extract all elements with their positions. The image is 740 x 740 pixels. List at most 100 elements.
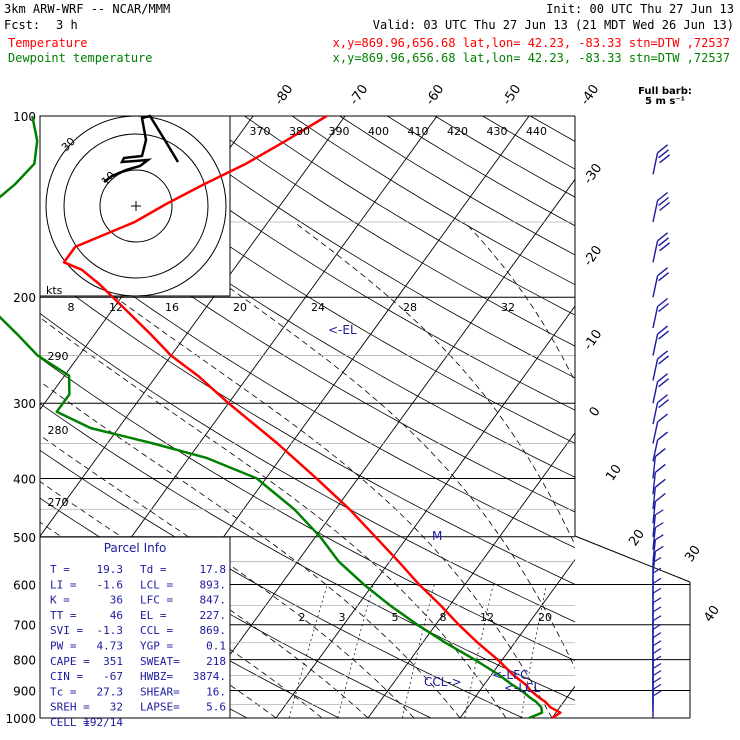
wind-barb-staff [652, 402, 659, 425]
hodo-speed-label: 12 [109, 301, 123, 314]
wind-barb-flag [652, 615, 662, 622]
parcel-value: 869. [200, 624, 227, 637]
parcel-value: 27.3 [97, 685, 124, 698]
parcel-value: 227. [200, 609, 227, 622]
parcel-value: 192/14 [83, 716, 123, 729]
wind-barb-flag [658, 149, 670, 159]
wind-barb-flag [652, 587, 662, 594]
hodograph-ring [63, 133, 209, 279]
wind-barb-flag [652, 670, 662, 677]
wind-barb-flag [657, 297, 669, 308]
isotherm-label: -40 [578, 82, 602, 108]
dry-adiabat-label: 280 [48, 424, 69, 437]
wind-barb-flag [658, 196, 670, 207]
mixing-ratio-line [288, 584, 328, 718]
wind-barb-flag [658, 272, 670, 282]
hodo-speed-label: 24 [311, 301, 325, 314]
pressure-tick-label: 400 [13, 472, 36, 486]
wind-barb-flag [654, 534, 664, 541]
wind-barb-flag [657, 191, 669, 202]
theta-e-label: 440 [526, 125, 547, 138]
parcel-label: CCL = [140, 624, 173, 637]
dry-adiabat [530, 116, 575, 142]
parcel-info-title: Parcel Info [104, 541, 167, 555]
parcel-value: 218 [206, 655, 226, 668]
diagram-labels: -80 -70 -60 -50 -40 -30 -20 -10 0 10 20 30 40 370 380 3… [48, 82, 724, 695]
moist-adiabat [40, 239, 553, 718]
wind-barb-staff [652, 200, 659, 223]
wind-barb-flag [652, 648, 662, 655]
dry-adiabat [148, 116, 575, 379]
hodo-speed-label: 16 [165, 301, 179, 314]
wind-barb-flag [659, 201, 671, 212]
wind-barb-flag [657, 350, 669, 360]
barb-key-value: 5 m s⁻¹ [645, 96, 685, 107]
ccl-marker: CCL-> [424, 675, 462, 689]
pressure-tick-label: 200 [13, 291, 36, 305]
wind-barb-staff [652, 421, 659, 444]
wind-barb-flag [654, 492, 666, 503]
isotherm-label: -60 [423, 82, 447, 108]
dry-adiabat [339, 116, 575, 256]
dry-adiabat [40, 185, 575, 513]
model-title: 3km ARW-WRF -- NCAR/MMM [4, 2, 170, 16]
isotherm-label: -70 [347, 82, 371, 108]
parcel-value: 4.73 [97, 640, 124, 653]
wind-barb-staff [652, 306, 659, 329]
dry-adiabat [482, 116, 575, 170]
parcel-label: EL = [140, 609, 167, 622]
wind-barb-flag [657, 373, 669, 383]
dry-adiabat [101, 116, 575, 411]
dry-adiabat-label: 270 [48, 496, 69, 509]
profiles [0, 114, 562, 720]
wind-barb-staff [652, 152, 659, 175]
valid-time: Valid: 03 UTC Thu 27 Jun 13 (21 MDT Wed … [373, 18, 734, 32]
dewpoint-profile [0, 115, 544, 720]
isotherm-line [183, 178, 575, 718]
hodo-units-label: kts [46, 284, 63, 297]
dry-adiabat [40, 312, 575, 623]
wind-barb-flag [657, 413, 669, 423]
isotherm-label: 20 [626, 527, 648, 549]
wind-barb-flag [652, 632, 662, 639]
mixing-ratio-label: 8 [440, 611, 447, 624]
moist-marker: M [432, 529, 442, 543]
wind-barb-flag [657, 144, 669, 154]
parcel-label: Td = [140, 563, 167, 576]
isotherm-line [275, 305, 575, 718]
wind-barb-flag [652, 597, 662, 604]
dry-adiabat [40, 357, 575, 662]
temperature-location-info: x,y=869.96,656.68 lat,lon= 42.23, -83.33… [333, 36, 730, 50]
parcel-value: 5.6 [206, 701, 226, 714]
mixing-ratio-line [337, 584, 374, 718]
wind-barb-flag [654, 448, 666, 458]
dry-adiabat [40, 449, 524, 718]
pressure-tick-label: 900 [13, 684, 36, 698]
wind-barb-staff [652, 333, 659, 356]
wind-barb-flag [657, 394, 669, 404]
parcel-label: Tc = [50, 685, 77, 698]
mixing-ratio-line [401, 584, 435, 718]
parcel-label: CELL = [50, 716, 90, 729]
isotherm-label: 10 [603, 462, 625, 484]
isotherm-line [551, 685, 575, 718]
parcel-label: LFC = [140, 594, 173, 607]
parcel-info-panel: Parcel Info T = 19.3 Td = 17.8 LI = -1.6 LCL = 8… [39, 536, 231, 729]
parcel-value: -1.6 [97, 578, 124, 591]
temperature-legend: Temperature [8, 36, 87, 50]
wind-barb-staff [652, 487, 656, 510]
dry-adiabat-label: 290 [48, 350, 69, 363]
wind-barb-flag [652, 662, 662, 669]
parcel-label: SWEAT= [140, 655, 180, 668]
parcel-value: 32 [110, 701, 123, 714]
parcel-label: HWBZ= [140, 670, 173, 683]
parcel-value: 3874. [193, 670, 226, 683]
dry-adiabat [578, 116, 740, 731]
theta-e-label: 380 [289, 125, 310, 138]
wind-barb-staff [652, 527, 656, 550]
dry-adiabat [244, 116, 575, 316]
parcel-label: PW = [50, 640, 77, 653]
dry-adiabat [434, 116, 575, 198]
isotherm-line [459, 558, 575, 718]
